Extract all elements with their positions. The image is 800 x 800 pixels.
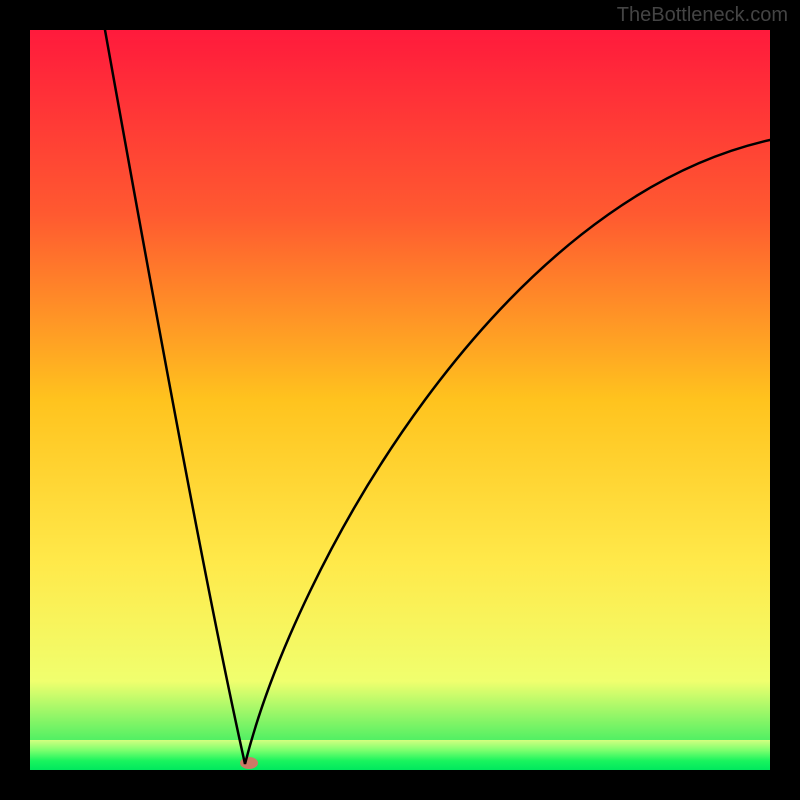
lower-green-band (30, 740, 770, 770)
chart-svg (30, 30, 770, 770)
plot-area (30, 30, 770, 770)
chart-container: TheBottleneck.com (0, 0, 800, 800)
bottleneck-curve (105, 30, 770, 764)
watermark-label: TheBottleneck.com (617, 4, 788, 27)
